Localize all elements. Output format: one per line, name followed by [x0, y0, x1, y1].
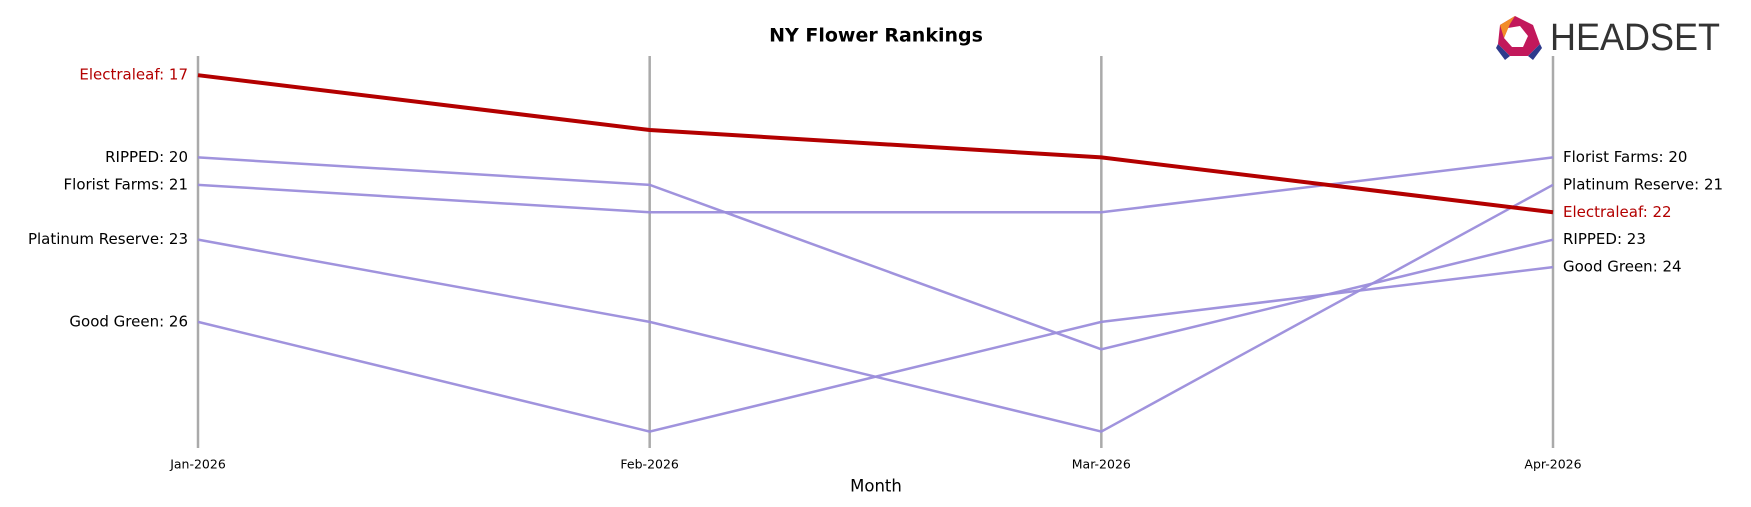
- rank-label: RIPPED: 20: [105, 148, 188, 166]
- rank-label: Electraleaf: 17: [79, 66, 188, 84]
- series-line: [197, 265, 1554, 433]
- x-tick-label: Jan-2026: [169, 457, 226, 472]
- x-tick-label: Mar-2026: [1072, 457, 1131, 472]
- rank-label: Platinum Reserve: 23: [28, 230, 188, 248]
- rank-label: Good Green: 24: [1563, 258, 1682, 276]
- x-tick-label: Feb-2026: [620, 457, 679, 472]
- series-line: [197, 73, 1554, 215]
- rank-label: Platinum Reserve: 21: [1563, 175, 1723, 193]
- x-axis-label: Month: [850, 477, 902, 496]
- logo-text: HEADSET: [1550, 17, 1720, 59]
- logo-mark: [1500, 16, 1515, 38]
- rank-label: Florist Farms: 21: [64, 175, 188, 193]
- series-line: [197, 183, 1554, 433]
- rank-label: Good Green: 26: [69, 312, 188, 330]
- chart-title: NY Flower Rankings: [769, 25, 983, 47]
- series-line: [197, 156, 1554, 214]
- rank-label: RIPPED: 23: [1563, 230, 1646, 248]
- rank-label: Electraleaf: 22: [1563, 203, 1672, 221]
- logo-hole: [1504, 26, 1528, 47]
- x-tick-label: Apr-2026: [1524, 457, 1581, 472]
- logo-mark: [1528, 44, 1542, 60]
- logo-mark: [1496, 44, 1510, 60]
- rank-label: Florist Farms: 20: [1563, 148, 1687, 166]
- logo: HEADSET: [1496, 16, 1720, 60]
